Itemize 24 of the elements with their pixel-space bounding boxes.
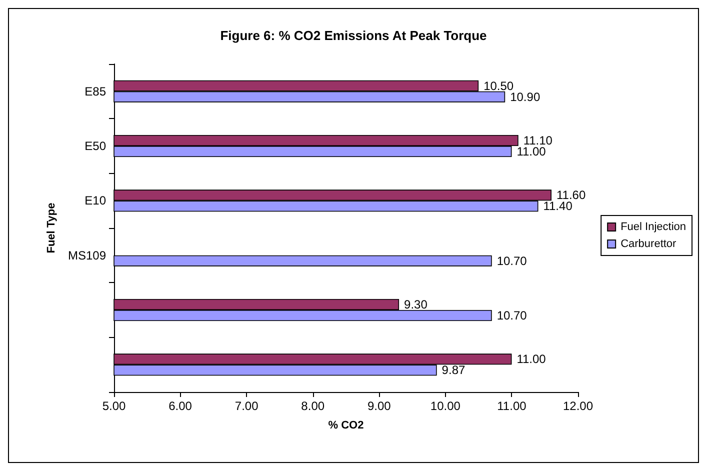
data-label: 10.70 (496, 308, 528, 322)
y-tick-label: E50 (84, 139, 106, 153)
legend-label: Fuel Injection (620, 221, 686, 233)
data-label: 11.10 (523, 134, 553, 148)
legend-label: Carburettor (620, 238, 677, 250)
data-label: 9.87 (442, 363, 466, 378)
x-tick-label: 10.00 (430, 399, 461, 413)
y-axis-title: Fuel Type (46, 202, 58, 254)
x-tick-label: 11.00 (497, 399, 527, 413)
y-tick-label: E10 (84, 194, 106, 208)
chart-title: Figure 6: % CO2 Emissions At Peak Torque (220, 28, 487, 43)
data-label: 10.70 (496, 254, 528, 268)
x-tick-label: 6.00 (168, 399, 192, 413)
data-label: 11.00 (516, 144, 546, 158)
x-tick-label: 5.00 (102, 399, 126, 413)
y-tick-label: MS109 (68, 248, 106, 262)
x-tick-label: 8.00 (301, 399, 325, 413)
data-label: 9.30 (404, 298, 428, 312)
y-tick-label: E85 (84, 84, 106, 98)
data-label: 11.00 (516, 352, 546, 366)
x-tick-label: 9.00 (367, 399, 392, 413)
x-tick-label: 7.00 (234, 399, 259, 413)
x-axis-title: % CO2 (328, 420, 364, 432)
x-tick-label: 12.00 (562, 399, 594, 413)
